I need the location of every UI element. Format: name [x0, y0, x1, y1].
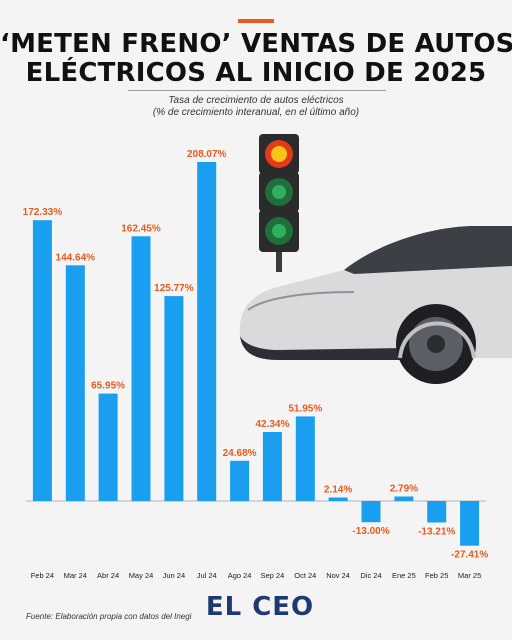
- data-label: 42.34%: [255, 419, 289, 430]
- x-tick-label: Ene 25: [392, 571, 416, 580]
- bar-feb-25: [427, 501, 447, 523]
- chart-subtitle-2: (% de crecimiento interanual, en el últi…: [152, 107, 360, 118]
- title-divider: [128, 90, 386, 91]
- x-tick-label: Ago 24: [228, 571, 252, 580]
- title-line-2: ELÉCTRICOS AL INICIO DE 2025: [25, 58, 487, 88]
- bar-abr-24: [98, 393, 118, 501]
- bar-jun-24: [164, 296, 184, 501]
- data-label: -27.41%: [451, 550, 488, 561]
- x-tick-label: May 24: [129, 571, 154, 580]
- bar-oct-24: [295, 416, 315, 501]
- data-label: 24.68%: [223, 448, 257, 459]
- data-label: 144.64%: [56, 252, 96, 263]
- page-title: ‘METEN FRENO’ VENTAS DE AUTOS ELÉCTRICOS…: [0, 30, 512, 88]
- source-note: Fuente: Elaboración propia con datos del…: [26, 612, 192, 621]
- x-tick-label: Mar 24: [64, 571, 87, 580]
- x-tick-label: Jun 24: [163, 571, 186, 580]
- bar-ene-25: [394, 496, 414, 501]
- data-label: 65.95%: [91, 381, 125, 392]
- x-tick-label: Oct 24: [294, 571, 316, 580]
- electric-car-illustration: [239, 226, 512, 384]
- title-line-1: ‘METEN FRENO’ VENTAS DE AUTOS: [0, 29, 512, 59]
- bar-nov-24: [328, 497, 348, 501]
- brand-logo: EL CEO: [205, 592, 315, 622]
- data-label: 2.14%: [324, 485, 352, 496]
- traffic-light-icon: [259, 134, 299, 272]
- bar-feb-24: [32, 220, 52, 501]
- accent-bar: [238, 19, 274, 23]
- data-label: 2.79%: [390, 484, 418, 495]
- x-tick-label: Dic 24: [360, 571, 381, 580]
- data-label: -13.21%: [418, 527, 455, 538]
- bar-mar-25: [460, 501, 480, 546]
- x-tick-label: Feb 24: [31, 571, 54, 580]
- data-label: 172.33%: [23, 207, 63, 218]
- x-tick-label: Jul 24: [197, 571, 217, 580]
- data-label: -13.00%: [352, 526, 389, 537]
- data-label: 208.07%: [187, 149, 227, 160]
- x-tick-label: Mar 25: [458, 571, 481, 580]
- bar-ago-24: [230, 460, 250, 501]
- bar-mar-24: [65, 265, 85, 501]
- bar-may-24: [131, 236, 151, 502]
- data-label: 51.95%: [288, 403, 322, 414]
- x-tick-label: Abr 24: [97, 571, 119, 580]
- x-tick-label: Sep 24: [261, 571, 285, 580]
- chart-subtitle-1: Tasa de crecimiento de autos eléctricos: [168, 95, 344, 106]
- bar-jul-24: [197, 162, 217, 501]
- bar-dic-24: [361, 501, 381, 523]
- x-tick-label: Nov 24: [326, 571, 350, 580]
- x-tick-label: Feb 25: [425, 571, 448, 580]
- data-label: 162.45%: [121, 223, 161, 234]
- bar-sep-24: [262, 432, 282, 501]
- data-label: 125.77%: [154, 283, 194, 294]
